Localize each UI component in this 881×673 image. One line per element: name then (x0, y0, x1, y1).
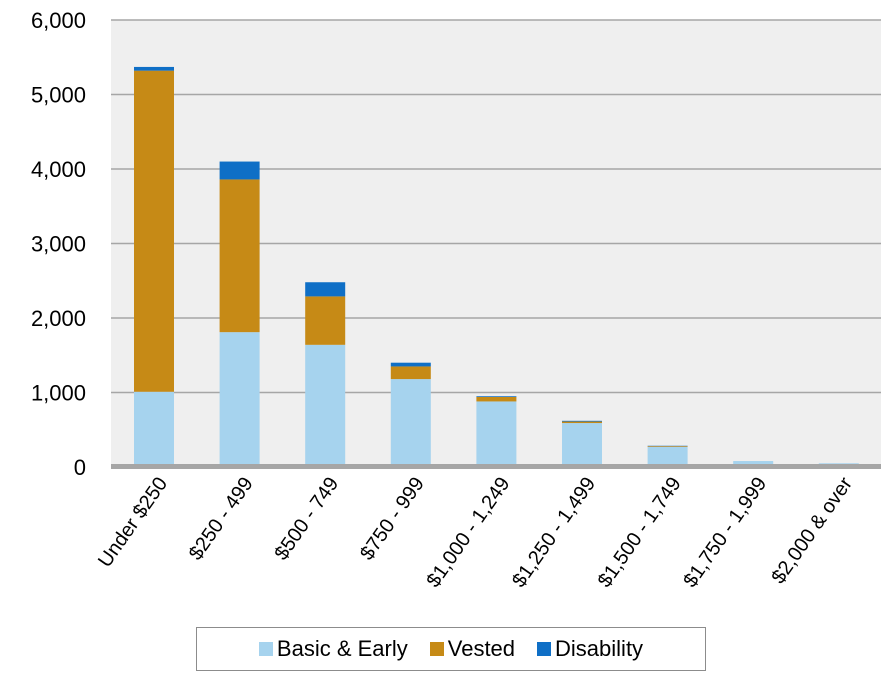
x-tick-label: $1,250 - 1,499 (508, 473, 600, 591)
bar-segment-vested (647, 446, 688, 447)
legend-swatch-basic-early (258, 642, 273, 656)
legend-label-basic-early: Basic & Early (276, 636, 408, 661)
bar-segment-basic-early (562, 423, 602, 467)
x-tick-label: $750 - 999 (356, 473, 429, 564)
bar-segment-disability (305, 282, 346, 297)
y-tick-label: 5,000 (31, 83, 86, 108)
y-tick-label: 2,000 (31, 306, 86, 331)
y-tick-label: 3,000 (31, 232, 86, 257)
bar-segment-basic-early (219, 332, 260, 467)
bar-segment-basic-early (305, 344, 346, 467)
bar-segment-vested (476, 396, 517, 402)
bar-segment-disability (134, 66, 174, 71)
bar-segment-disability (219, 161, 260, 180)
bar-segment-disability (476, 396, 517, 397)
x-tick-label: $1,500 - 1,749 (594, 473, 686, 591)
bar-segment-basic-early (134, 391, 174, 467)
bar-segment-vested (134, 70, 174, 392)
x-tick-label: $250 - 499 (185, 473, 258, 564)
x-tick-label: $2,000 & over (767, 473, 857, 588)
y-axis-ticks: 0 1,000 2,000 3,000 4,000 5,000 6,000 (31, 8, 86, 480)
y-tick-label: 6,000 (31, 8, 86, 33)
bar-segment-basic-early (390, 379, 431, 467)
bars (134, 66, 859, 467)
legend-swatch-vested (429, 642, 444, 656)
legend: Basic & Early Vested Disability (196, 627, 706, 671)
legend-label-disability: Disability (555, 636, 644, 661)
x-tick-label: Under $250 (94, 473, 172, 571)
x-tick-label: $500 - 749 (270, 473, 343, 564)
bar-segment-disability (562, 420, 602, 422)
y-tick-label: 0 (74, 455, 86, 480)
y-tick-label: 4,000 (31, 157, 86, 182)
bar-segment-vested (305, 296, 346, 345)
bar-segment-vested (562, 421, 602, 424)
bar-segment-vested (219, 179, 260, 333)
bar-segment-basic-early (647, 446, 688, 467)
bar-segment-disability (390, 362, 431, 367)
bar-segment-basic-early (476, 401, 517, 467)
legend-item-basic-early: Basic & Early (258, 636, 408, 662)
x-tick-label: $1,000 - 1,249 (422, 473, 514, 591)
x-tick-label: $1,750 - 1,999 (679, 473, 771, 591)
x-axis-ticks: Under $250 $250 - 499 $500 - 749 $750 - 999… (94, 473, 857, 592)
y-tick-label: 1,000 (31, 381, 86, 406)
legend-label-vested: Vested (447, 636, 516, 661)
legend-item-vested: Vested (429, 636, 516, 662)
legend-swatch-disability (537, 642, 552, 656)
x-axis-baseline (111, 464, 881, 469)
bar-segment-vested (390, 366, 431, 380)
legend-item-disability: Disability (537, 636, 643, 662)
